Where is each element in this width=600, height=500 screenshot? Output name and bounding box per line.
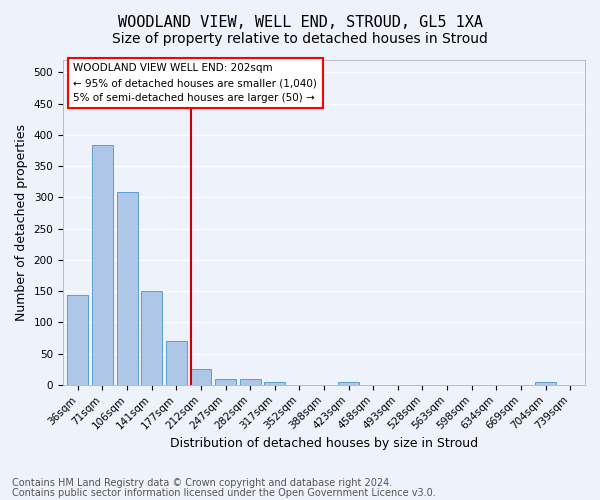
X-axis label: Distribution of detached houses by size in Stroud: Distribution of detached houses by size … — [170, 437, 478, 450]
Bar — [190, 369, 211, 385]
Text: Contains public sector information licensed under the Open Government Licence v3: Contains public sector information licen… — [12, 488, 436, 498]
Text: WOODLAND VIEW, WELL END, STROUD, GL5 1XA: WOODLAND VIEW, WELL END, STROUD, GL5 1XA — [118, 15, 482, 30]
Bar — [239, 378, 260, 385]
Bar — [265, 382, 285, 385]
Text: Contains HM Land Registry data © Crown copyright and database right 2024.: Contains HM Land Registry data © Crown c… — [12, 478, 392, 488]
Bar — [535, 382, 556, 385]
Bar — [92, 145, 113, 385]
Bar — [215, 378, 236, 385]
Text: WOODLAND VIEW WELL END: 202sqm
← 95% of detached houses are smaller (1,040)
5% o: WOODLAND VIEW WELL END: 202sqm ← 95% of … — [73, 63, 317, 103]
Bar — [116, 192, 137, 385]
Bar — [166, 341, 187, 385]
Bar — [141, 291, 162, 385]
Bar — [67, 295, 88, 385]
Y-axis label: Number of detached properties: Number of detached properties — [15, 124, 28, 321]
Bar — [338, 382, 359, 385]
Text: Size of property relative to detached houses in Stroud: Size of property relative to detached ho… — [112, 32, 488, 46]
